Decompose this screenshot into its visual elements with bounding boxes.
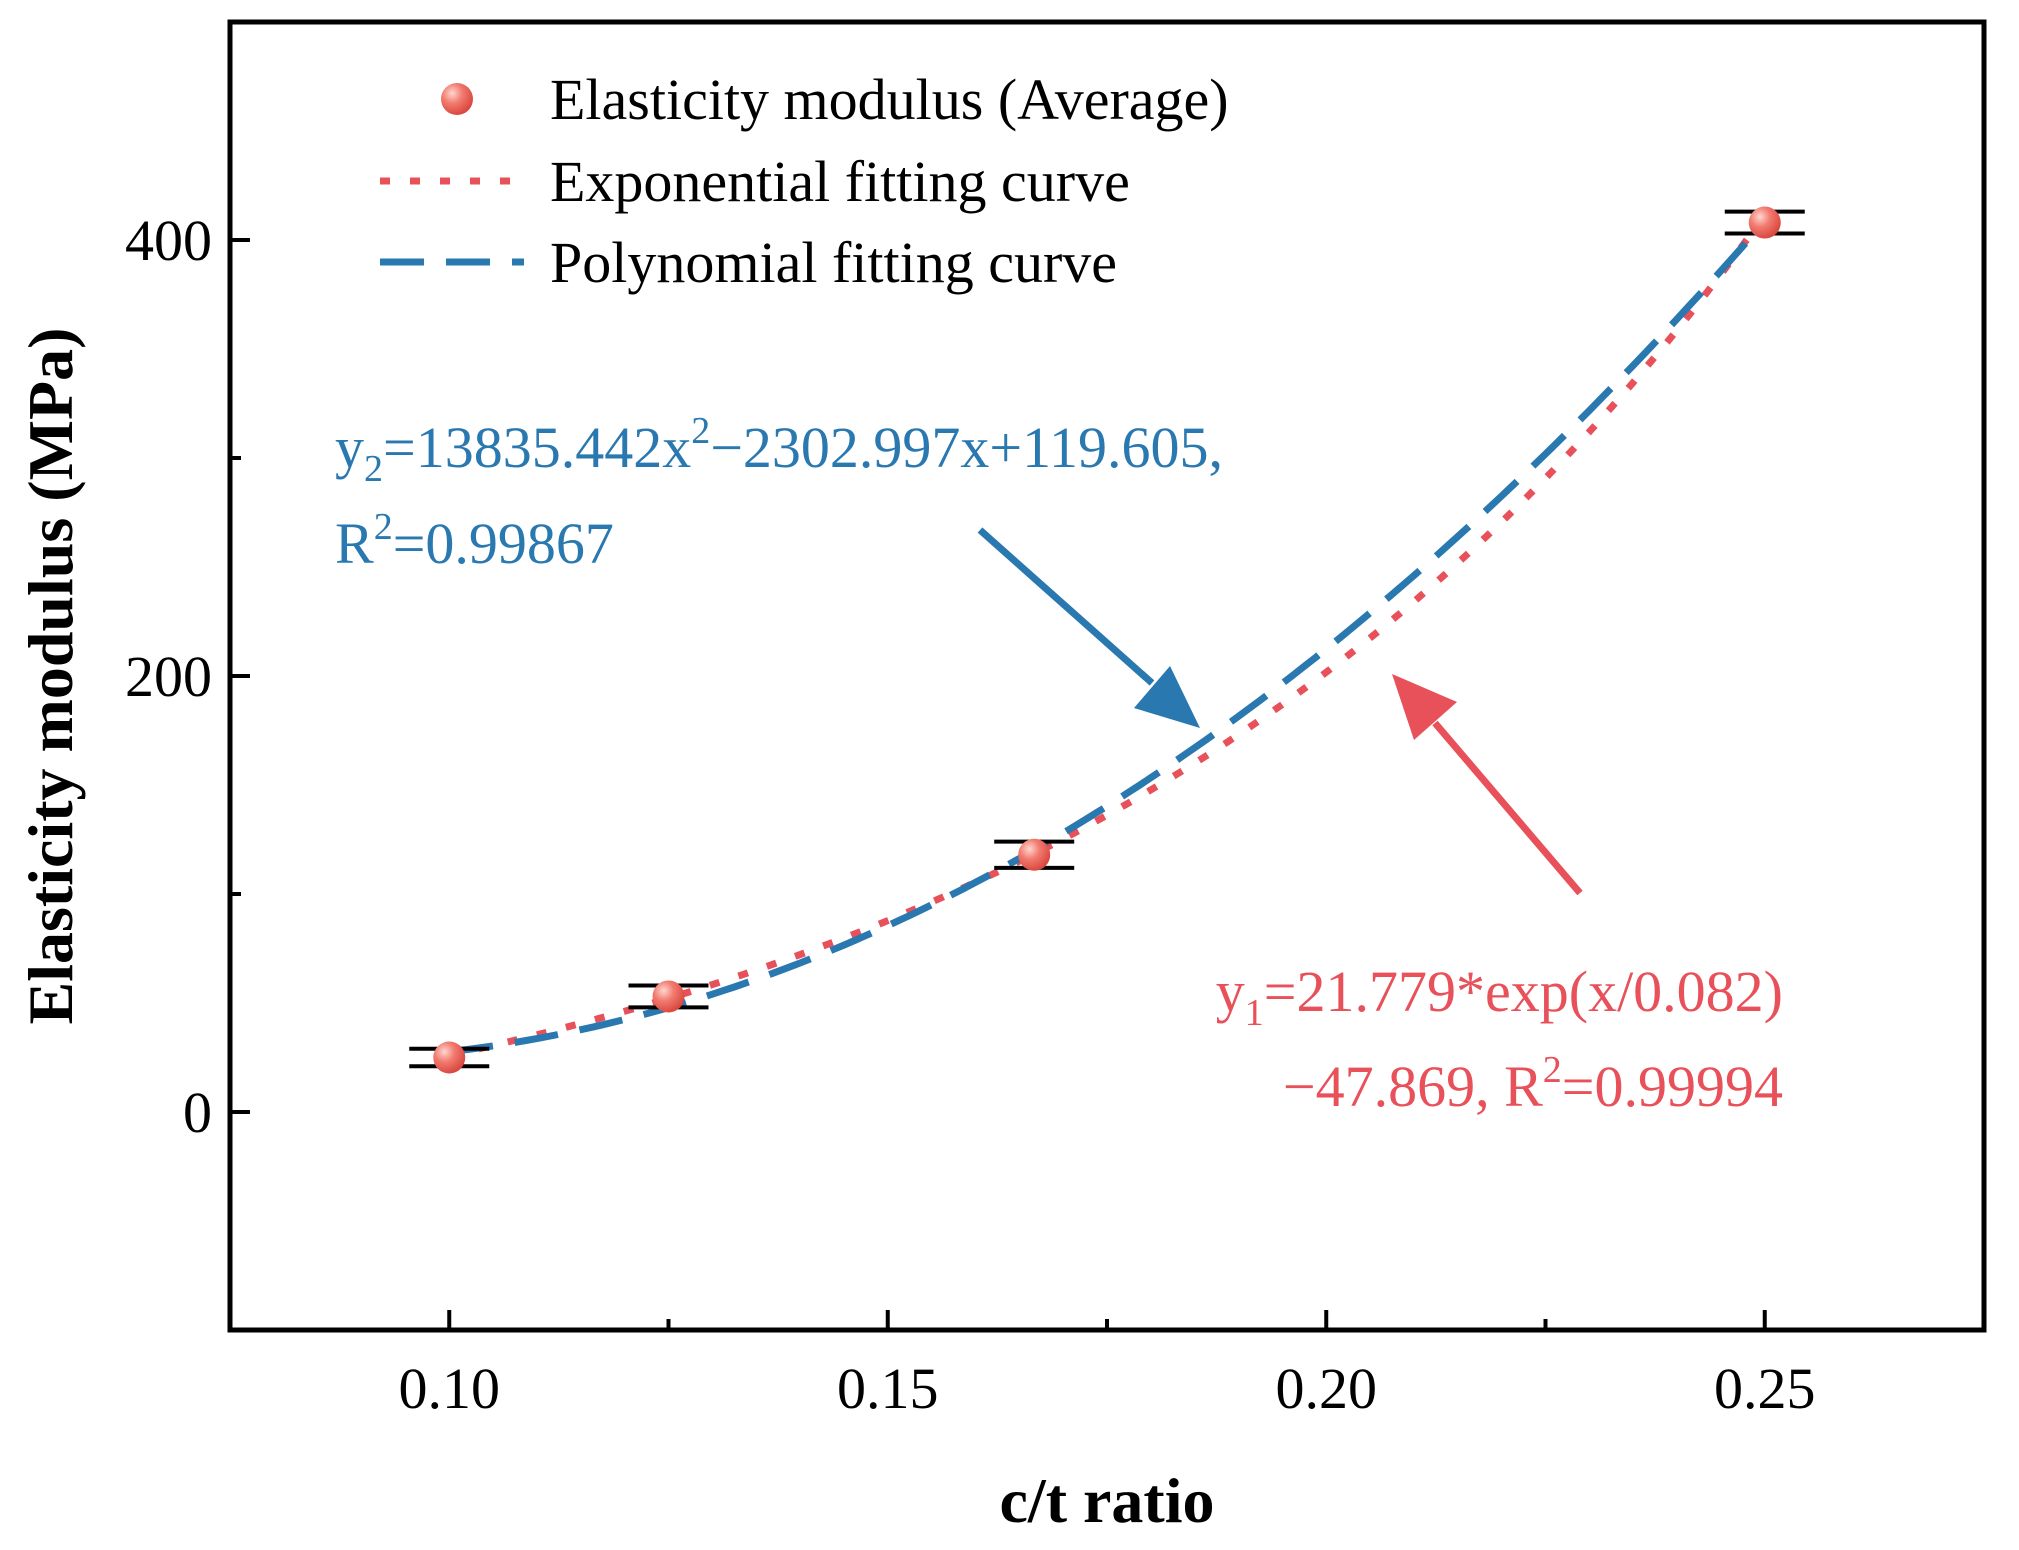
plot-frame (227, 19, 1987, 1333)
legend-marker-points (441, 83, 473, 115)
data-point-marker (433, 1041, 466, 1074)
legend-label-points: Elasticity modulus (Average) (550, 67, 1229, 132)
poly-r-squared: R2=0.99867 (335, 506, 614, 576)
polynomial-fit-line (448, 218, 1768, 1056)
data-point-marker (652, 980, 685, 1013)
y-tick-label: 200 (125, 644, 212, 709)
x-tick-label: 0.20 (1276, 1356, 1378, 1421)
exponential-fit-line (448, 213, 1768, 1060)
data-point (409, 1041, 490, 1074)
legend-label-polynomial: Polynomial fitting curve (550, 230, 1117, 295)
data-point (628, 980, 709, 1013)
data-point-marker (1748, 206, 1781, 239)
y-axis-ticks (230, 238, 250, 1114)
exp-r-squared: −47.869, R2=0.99994 (1283, 1049, 1783, 1119)
data-points (409, 206, 1805, 1074)
data-point (1724, 206, 1805, 239)
data-point-marker (1018, 838, 1051, 871)
exp-equation: y1=21.779*exp(x/0.082) (1216, 959, 1783, 1034)
poly-arrow (977, 527, 1200, 728)
x-tick-label: 0.10 (399, 1356, 501, 1421)
legend-label-exponential: Exponential fitting curve (550, 149, 1130, 214)
y-tick-labels: 0 200 400 (125, 208, 212, 1145)
legend: Elasticity modulus (Average) Exponential… (380, 67, 1229, 295)
x-tick-labels: 0.10 0.15 0.20 0.25 (399, 1356, 1816, 1421)
y-axis-title: Elasticity modulus (MPa) (15, 328, 86, 1025)
data-point (994, 838, 1075, 871)
exp-arrow (1392, 674, 1583, 896)
y-tick-label: 400 (125, 208, 212, 273)
y-tick-label: 0 (183, 1080, 212, 1145)
x-tick-label: 0.25 (1714, 1356, 1816, 1421)
poly-equation: y2=13835.442x2−2302.997x+119.605, (335, 410, 1223, 490)
x-tick-label: 0.15 (837, 1356, 939, 1421)
x-axis-title: c/t ratio (1000, 1465, 1215, 1536)
x-axis-ticks (447, 1310, 1767, 1330)
